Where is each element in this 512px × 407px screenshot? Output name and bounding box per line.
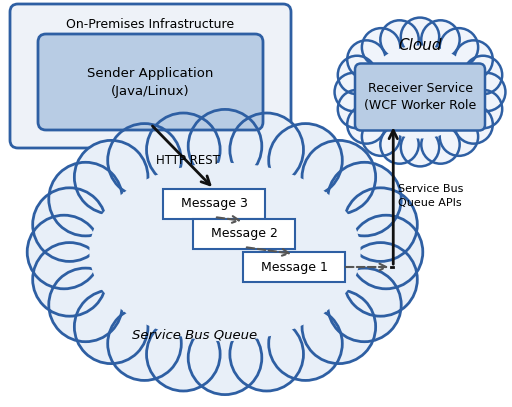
Circle shape: [347, 105, 386, 144]
Text: Message 3: Message 3: [181, 197, 247, 210]
Circle shape: [146, 113, 220, 186]
Ellipse shape: [85, 160, 365, 344]
Circle shape: [302, 140, 376, 214]
FancyBboxPatch shape: [10, 4, 291, 148]
Circle shape: [344, 188, 417, 261]
Ellipse shape: [364, 46, 476, 138]
Circle shape: [269, 307, 343, 381]
Circle shape: [49, 162, 122, 236]
Circle shape: [380, 125, 419, 164]
Circle shape: [33, 188, 106, 261]
Circle shape: [328, 162, 401, 236]
Circle shape: [344, 243, 417, 316]
Circle shape: [108, 124, 181, 197]
FancyBboxPatch shape: [38, 34, 263, 130]
Text: On-Premises Infrastructure: On-Premises Infrastructure: [67, 18, 234, 31]
FancyBboxPatch shape: [193, 219, 295, 249]
Circle shape: [454, 105, 493, 144]
Circle shape: [464, 56, 502, 94]
Circle shape: [74, 140, 148, 214]
Circle shape: [362, 118, 400, 156]
Circle shape: [74, 290, 148, 363]
Circle shape: [347, 40, 386, 79]
Circle shape: [230, 317, 304, 391]
Ellipse shape: [362, 44, 478, 140]
Text: Receiver Service
(WCF Worker Role: Receiver Service (WCF Worker Role: [364, 81, 476, 112]
Circle shape: [421, 20, 460, 59]
Circle shape: [328, 268, 401, 342]
Circle shape: [380, 20, 419, 59]
Text: Sender Application
(Java/Linux): Sender Application (Java/Linux): [88, 66, 214, 98]
Text: Message 2: Message 2: [210, 228, 278, 241]
FancyBboxPatch shape: [243, 252, 345, 282]
FancyBboxPatch shape: [163, 189, 265, 219]
Circle shape: [33, 243, 106, 316]
FancyBboxPatch shape: [355, 63, 485, 131]
Circle shape: [108, 307, 181, 381]
Circle shape: [188, 109, 262, 183]
Circle shape: [362, 28, 400, 66]
Circle shape: [338, 90, 376, 128]
Circle shape: [269, 124, 343, 197]
Circle shape: [27, 215, 101, 289]
Circle shape: [440, 118, 478, 156]
Circle shape: [401, 128, 439, 166]
Circle shape: [334, 73, 373, 111]
Text: Service Bus
Queue APIs: Service Bus Queue APIs: [398, 184, 464, 208]
Circle shape: [454, 40, 493, 79]
Circle shape: [188, 321, 262, 395]
Text: HTTP REST: HTTP REST: [156, 153, 219, 166]
Text: Message 1: Message 1: [261, 260, 328, 274]
Circle shape: [49, 268, 122, 342]
Circle shape: [230, 113, 304, 186]
Circle shape: [401, 18, 439, 56]
Circle shape: [467, 73, 505, 111]
Circle shape: [464, 90, 502, 128]
Circle shape: [421, 125, 460, 164]
Text: Service Bus Queue: Service Bus Queue: [133, 328, 258, 341]
Circle shape: [146, 317, 220, 391]
Circle shape: [349, 215, 423, 289]
Circle shape: [440, 28, 478, 66]
Circle shape: [338, 56, 376, 94]
Ellipse shape: [90, 163, 360, 341]
Text: Cloud: Cloud: [398, 38, 442, 53]
Circle shape: [302, 290, 376, 363]
